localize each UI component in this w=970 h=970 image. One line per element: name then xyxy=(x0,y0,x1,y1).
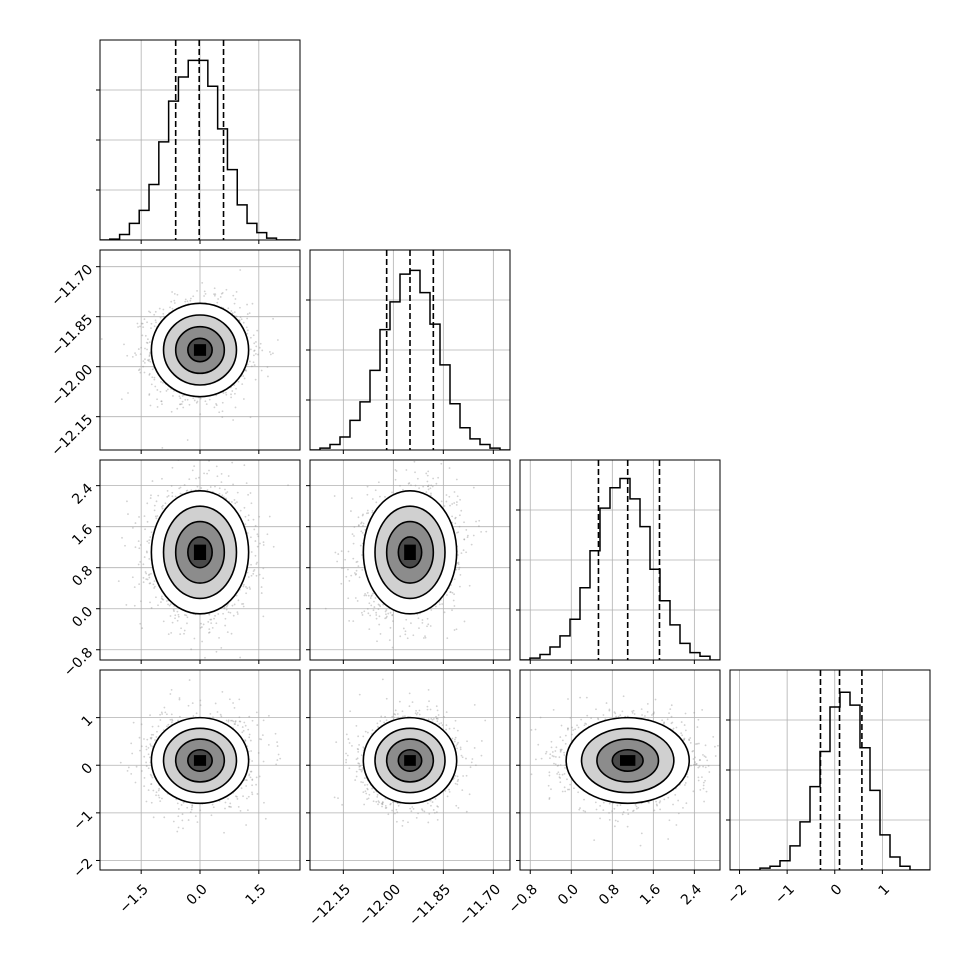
panel-3-3 xyxy=(726,669,931,874)
ytick-label-2-4: 2.4 xyxy=(69,481,96,508)
panel-0-0-plot-area xyxy=(100,40,300,240)
panel-0-0 xyxy=(96,39,301,244)
ytick-label-3-0: −2 xyxy=(70,855,96,881)
panel-2-2-plot-area xyxy=(520,460,720,660)
panel-2-1-plot-area xyxy=(310,460,510,660)
panel-3-2-plot-area xyxy=(520,670,720,870)
ytick-label-1-0: −12.15 xyxy=(48,412,96,460)
panel-2-1-frame xyxy=(309,459,511,661)
ytick-label-1-1: −12.00 xyxy=(48,362,96,410)
panel-3-1-plot-area xyxy=(310,670,510,870)
xtick-label-2-3: 1.6 xyxy=(637,881,664,908)
panel-3-3-frame xyxy=(729,669,931,871)
panel-3-1 xyxy=(306,669,511,874)
histogram-0 xyxy=(100,59,297,240)
density-peak-3-1 xyxy=(404,755,416,766)
xtick-label-0-0: −1.5 xyxy=(117,881,152,916)
ytick-label-2-0: −0.8 xyxy=(61,645,96,680)
panel-3-1-frame xyxy=(309,669,511,871)
panel-2-0-plot-area xyxy=(100,460,300,660)
xtick-label-1-3: −11.70 xyxy=(456,881,504,929)
panel-1-0 xyxy=(96,249,301,454)
xtick-label-3-1: −1 xyxy=(772,881,798,907)
xtick-label-2-4: 2.4 xyxy=(678,881,705,908)
panel-2-1 xyxy=(306,459,511,664)
panel-3-2-frame xyxy=(519,669,721,871)
xtick-label-1-1: −12.00 xyxy=(356,881,404,929)
density-peak-3-0 xyxy=(193,755,207,766)
ytick-label-1-3: −11.70 xyxy=(48,262,96,310)
panel-3-3-plot-area xyxy=(730,670,930,870)
histogram-2 xyxy=(520,477,720,660)
panel-1-1-plot-area xyxy=(310,250,510,450)
ytick-label-2-3: 1.6 xyxy=(69,522,96,549)
ytick-label-3-3: 1 xyxy=(79,713,97,731)
panel-3-0 xyxy=(96,669,301,874)
xtick-label-0-2: 1.5 xyxy=(243,881,270,908)
histogram-3 xyxy=(730,691,930,870)
ytick-label-3-1: −1 xyxy=(70,808,96,834)
panel-2-0 xyxy=(96,459,301,664)
ytick-label-2-1: 0.0 xyxy=(69,604,96,631)
xtick-label-3-3: 1 xyxy=(876,881,894,899)
xtick-label-0-1: 0.0 xyxy=(184,881,211,908)
xtick-label-3-2: 0 xyxy=(828,881,846,899)
panel-1-0-plot-area xyxy=(100,250,300,450)
density-peak-2-0 xyxy=(193,544,207,560)
ytick-label-2-2: 0.8 xyxy=(69,563,96,590)
ytick-label-3-2: 0 xyxy=(79,760,97,778)
panel-3-2 xyxy=(516,669,721,874)
xtick-label-1-2: −11.85 xyxy=(406,881,454,929)
panel-1-1-frame xyxy=(309,249,511,451)
xtick-label-1-0: −12.15 xyxy=(306,881,354,929)
xtick-label-2-1: 0.0 xyxy=(555,881,582,908)
density-peak-2-1 xyxy=(404,544,416,560)
panel-2-2-frame xyxy=(519,459,721,661)
density-peak-1-0 xyxy=(193,344,207,356)
ytick-label-1-2: −11.85 xyxy=(48,312,96,360)
panel-2-2 xyxy=(516,459,721,664)
xtick-label-3-0: −2 xyxy=(724,881,750,907)
panel-3-0-plot-area xyxy=(100,670,300,870)
panel-1-1 xyxy=(306,249,511,454)
xtick-label-2-2: 0.8 xyxy=(596,881,623,908)
xtick-label-2-0: −0.8 xyxy=(506,881,541,916)
density-peak-3-2 xyxy=(620,755,636,766)
